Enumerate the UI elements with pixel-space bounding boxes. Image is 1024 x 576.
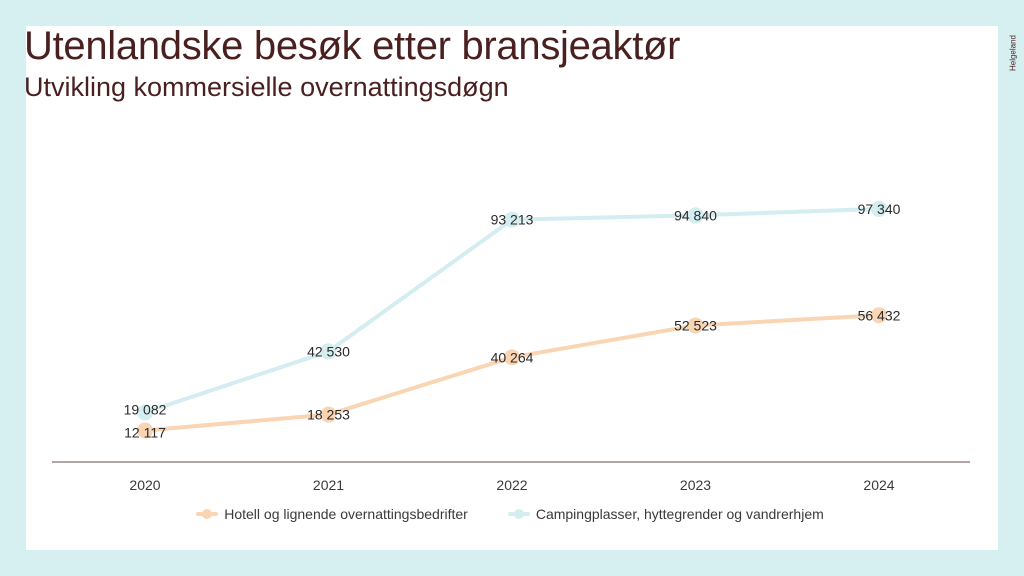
series-point-0 xyxy=(137,422,153,439)
series-point-0 xyxy=(504,349,520,366)
legend-swatch-hotell xyxy=(196,509,219,519)
data-label: 40 264 xyxy=(491,349,534,365)
legend: Hotell og lignende overnattingsbedrifter… xyxy=(120,506,900,522)
legend-item-camping: Campingplasser, hyttegrender og vandrerh… xyxy=(507,506,824,522)
data-label: 56 432 xyxy=(858,307,901,323)
x-tick-label: 2023 xyxy=(680,477,711,493)
series-point-0 xyxy=(687,317,704,334)
x-tick-label: 2020 xyxy=(129,477,160,493)
series-point-1 xyxy=(871,200,887,217)
data-label: 12 117 xyxy=(124,424,166,440)
data-label: 18 253 xyxy=(307,407,350,423)
series-point-1 xyxy=(320,343,337,360)
legend-label-camping: Campingplasser, hyttegrender og vandrerh… xyxy=(535,506,824,522)
data-label: 93 213 xyxy=(491,212,534,228)
data-label: 19 082 xyxy=(124,401,167,417)
data-label: 52 523 xyxy=(674,317,717,333)
series-point-0 xyxy=(871,307,887,324)
series-point-1 xyxy=(504,211,520,228)
series-point-0 xyxy=(320,406,337,423)
data-label: 42 530 xyxy=(307,343,350,359)
data-label: 94 840 xyxy=(674,207,717,223)
x-tick-label: 2021 xyxy=(313,477,344,493)
data-label: 97 340 xyxy=(858,201,901,217)
series-line-0 xyxy=(143,313,881,433)
page-subtitle: Utvikling kommersielle overnattingsdøgn xyxy=(24,72,509,102)
x-tick-label: 2024 xyxy=(863,477,894,493)
series-point-1 xyxy=(137,404,153,421)
slide xyxy=(26,26,998,550)
legend-swatch-camping xyxy=(507,509,530,519)
page-title: Utenlandske besøk etter bransjeaktør xyxy=(24,24,681,68)
series-point-1 xyxy=(687,207,704,224)
legend-item-hotell: Hotell og lignende overnattingsbedrifter xyxy=(196,506,468,522)
x-tick-label: 2022 xyxy=(496,477,527,493)
series-line-1 xyxy=(143,206,881,415)
legend-label-hotell: Hotell og lignende overnattingsbedrifter xyxy=(224,506,468,522)
